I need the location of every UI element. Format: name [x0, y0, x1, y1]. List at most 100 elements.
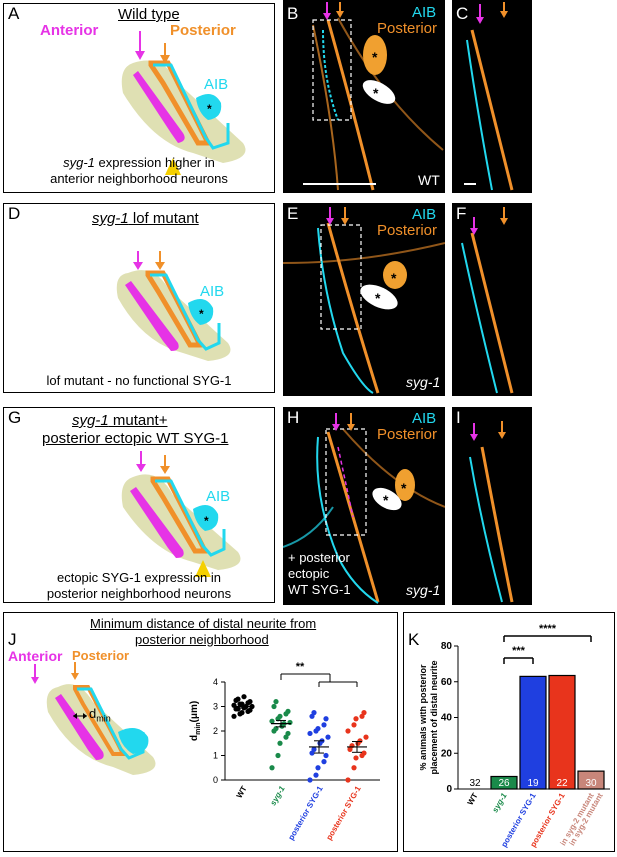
panel-a-caption-line2: anterior neighborhood neurons — [50, 171, 228, 186]
panel-i-letter: I — [456, 408, 461, 427]
data-point — [311, 710, 317, 716]
data-point — [241, 694, 247, 700]
panel-a-caption-gene: syg-1 — [63, 155, 95, 170]
y-tick-label: 0 — [446, 784, 452, 795]
data-point — [235, 696, 241, 702]
panel-b-genotype: WT — [418, 172, 440, 188]
data-point — [269, 718, 275, 724]
panel-h-letter: H — [287, 408, 300, 427]
y-axis-label-unit: (μm) — [189, 701, 200, 723]
bar-n-label: 19 — [527, 778, 539, 789]
bar-n-label: 30 — [585, 778, 597, 789]
data-point — [275, 752, 281, 759]
panel-g-aib-label: AIB — [206, 488, 231, 505]
svg-text:*: * — [372, 49, 378, 65]
panel-h-micrograph: * * — [283, 407, 445, 605]
data-point — [247, 699, 253, 705]
panel-a-posterior-label: Posterior — [170, 22, 236, 39]
panel-h-genotype: syg-1 — [406, 582, 441, 598]
data-point — [307, 730, 313, 737]
y-tick-label: 0 — [213, 775, 218, 785]
panel-d-letter: D — [8, 204, 21, 223]
panel-d-schematic: * — [116, 251, 231, 361]
data-point — [277, 740, 283, 746]
data-point — [325, 734, 331, 740]
panel-a-aib-label: AIB — [204, 76, 229, 93]
bar — [577, 770, 605, 790]
panel-g-letter: G — [8, 408, 22, 427]
panel-f-micrograph — [452, 203, 532, 396]
x-tick-label: syg-1 — [490, 791, 509, 814]
panel-k-letter: K — [408, 630, 420, 649]
data-point — [351, 765, 357, 771]
panel-g-caption-line2: posterior neighborhood neurons — [46, 586, 232, 601]
panel-k-bar-chart: 0 20 40 60 80 % animals with posteriorplaceme… — [420, 623, 610, 849]
panel-a-caption-rest: expression higher in — [94, 155, 215, 170]
panel-j-title-line1: Minimum distance of distal neurite from — [90, 616, 317, 631]
panel-d-aib-label: AIB — [200, 283, 225, 300]
panel-j-title-line2: posterior neighborhood — [135, 632, 269, 647]
y-axis-label: dmin(μm) — [189, 701, 202, 741]
panel-e-letter: E — [287, 204, 299, 223]
data-point — [239, 701, 245, 707]
panel-j-posterior-label: Posterior — [72, 648, 130, 663]
y-tick-label: 3 — [213, 702, 218, 712]
data-point — [285, 730, 291, 737]
svg-text:*: * — [199, 307, 204, 321]
panel-a-title: Wild type — [118, 6, 180, 23]
panel-b-micrograph: * * — [283, 0, 445, 193]
y-tick-label: 40 — [441, 713, 453, 724]
data-point — [361, 750, 367, 756]
panel-g-title-line2: posterior ectopic WT SYG-1 — [42, 430, 229, 447]
data-point — [353, 716, 359, 722]
bar-n-label: 26 — [498, 778, 510, 789]
svg-text:*: * — [373, 85, 379, 101]
data-point — [345, 728, 351, 734]
data-point — [285, 708, 291, 714]
panel-j-anterior-label: Anterior — [8, 648, 63, 664]
panel-b-aib-label: AIB — [412, 4, 437, 21]
panel-b-letter: B — [287, 4, 299, 23]
svg-text:*: * — [401, 480, 407, 496]
data-point — [307, 777, 313, 783]
data-point — [313, 772, 319, 778]
panel-f-letter: F — [456, 204, 467, 223]
panel-h-neurons: * * — [283, 413, 445, 604]
panel-j-letter: J — [8, 630, 17, 649]
x-tick-label: syg-1 — [268, 784, 287, 807]
panel-d-title: syg-1 lof mutant — [92, 210, 199, 227]
panel-g-caption-line1: ectopic SYG-1 expression in — [56, 570, 222, 585]
x-tick-label: WT — [466, 791, 480, 806]
panel-e-micrograph: * * — [283, 203, 445, 396]
svg-text:*: * — [207, 102, 212, 116]
data-point — [273, 699, 279, 705]
y-tick-label: 80 — [441, 641, 453, 652]
panel-e-posterior-label: Posterior — [377, 222, 438, 239]
y-tick-label: 20 — [441, 748, 453, 759]
panel-h-overlay-line3: WT SYG-1 — [288, 582, 351, 597]
panel-e-genotype: syg-1 — [406, 374, 441, 390]
panel-b-posterior-label: Posterior — [377, 20, 438, 37]
panel-g-title: syg-1 mutant+ — [72, 412, 167, 429]
y-tick-label: 2 — [213, 726, 218, 736]
data-point — [357, 738, 363, 744]
data-point — [315, 725, 321, 732]
panel-a-caption: syg-1 expression higher in anterior neig… — [10, 155, 268, 187]
data-point — [311, 746, 317, 752]
panel-c-micrograph — [452, 0, 532, 193]
data-point — [235, 706, 241, 712]
panel-e-neurons: * * — [283, 207, 445, 394]
svg-text:*: * — [204, 514, 209, 528]
panel-g-schematic: * — [121, 451, 241, 577]
panel-e-aib-label: AIB — [412, 206, 437, 223]
panel-k-box — [403, 612, 615, 852]
panel-g-title-gene: syg-1 — [72, 412, 109, 429]
y-tick-label: 60 — [441, 677, 453, 688]
bar — [490, 775, 518, 790]
y-tick-label: 1 — [213, 751, 218, 761]
significance-label: ** — [296, 661, 305, 673]
bar — [548, 674, 576, 790]
data-point — [315, 765, 321, 771]
panel-h-aib-label: AIB — [412, 410, 437, 427]
